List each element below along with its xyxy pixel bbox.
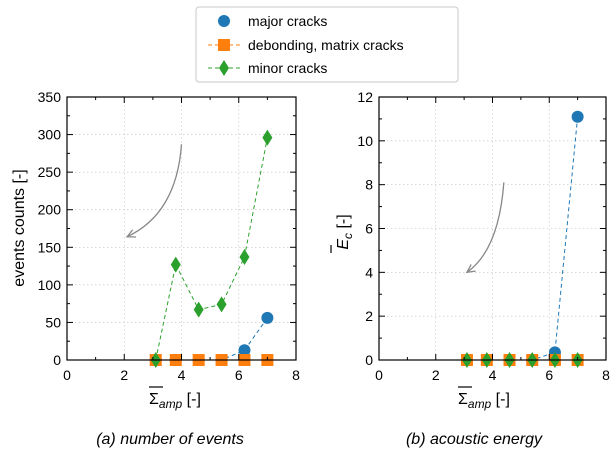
legend-entry-debonding: debonding, matrix cracks xyxy=(208,37,404,53)
legend-marker-debonding xyxy=(218,39,230,51)
y-axis-label-symbol: E xyxy=(335,239,352,250)
series-line-minor-cracks xyxy=(155,137,268,361)
trend-arrow-curve xyxy=(127,144,183,236)
legend-marker-minor-cracks xyxy=(219,60,229,76)
x-tick-label: 8 xyxy=(602,367,610,383)
legend-entry-major-cracks: major cracks xyxy=(218,13,327,29)
plot-frame xyxy=(66,96,297,361)
x-tick-label: 2 xyxy=(432,367,440,383)
x-axis-label: Σamp [-] xyxy=(458,386,510,411)
data-point-major-cracks xyxy=(238,344,251,357)
x-tick-label: 8 xyxy=(292,367,300,383)
series-line-major-cracks xyxy=(155,317,268,361)
legend-box xyxy=(195,6,459,83)
legend: major cracks debonding, matrix cracks mi… xyxy=(195,6,459,83)
y-axis-label: Ec [-] xyxy=(330,214,355,253)
caption: (b) acoustic energy xyxy=(406,431,543,448)
y-tick-label: 6 xyxy=(365,221,373,237)
data-point-minor-cracks xyxy=(262,129,273,146)
x-tick-label: 0 xyxy=(375,367,383,383)
y-tick-label: 50 xyxy=(45,314,61,330)
x-tick-label: 4 xyxy=(489,367,497,383)
y-tick-label: 100 xyxy=(38,277,62,293)
y-tick-label: 300 xyxy=(38,127,62,143)
data-point-minor-cracks xyxy=(193,301,204,318)
x-tick-label: 4 xyxy=(178,367,186,383)
x-axis-label-subscript: amp xyxy=(159,397,183,411)
y-tick-label: 10 xyxy=(357,133,373,149)
svg-text:Ec [-]: Ec [-] xyxy=(335,214,355,249)
y-axis-label-unit: [-] xyxy=(335,214,352,233)
ticks-layer: 0 2 4 6 8 0 50 100 150 200 250 300 350 xyxy=(38,89,300,383)
grid-lines xyxy=(379,97,606,360)
x-tick-label: 6 xyxy=(235,367,243,383)
series-line-major-cracks xyxy=(466,116,579,361)
legend-label-minor-cracks: minor cracks xyxy=(248,60,327,76)
panel-acoustic-energy: 0 2 4 6 8 0 2 4 6 8 10 12 Ec [-] Σamp [-] (b) acous… xyxy=(330,89,610,448)
x-axis-label-symbol: Σ xyxy=(458,391,468,408)
y-tick-label: 4 xyxy=(365,264,373,280)
x-axis-label-unit: [-] xyxy=(491,391,510,408)
svg-text:Σamp [-]: Σamp [-] xyxy=(458,391,510,411)
data-point-minor-cracks xyxy=(216,296,227,313)
trend-arrow xyxy=(127,144,183,236)
y-tick-label: 2 xyxy=(365,308,373,324)
series-layer xyxy=(149,129,274,368)
y-tick-label: 150 xyxy=(38,239,62,255)
y-tick-label: 0 xyxy=(53,352,61,368)
y-tick-label: 200 xyxy=(38,202,62,218)
svg-text:Σamp [-]: Σamp [-] xyxy=(149,391,201,411)
y-axis-label: events counts [-] xyxy=(11,169,28,286)
series-layer xyxy=(460,110,584,368)
trend-arrow-curve xyxy=(467,182,505,272)
x-axis-label: Σamp [-] xyxy=(149,386,201,411)
y-tick-label: 250 xyxy=(38,164,62,180)
x-tick-label: 2 xyxy=(120,367,128,383)
y-tick-label: 350 xyxy=(38,89,62,105)
y-tick-label: 0 xyxy=(365,352,373,368)
x-axis-label-unit: [-] xyxy=(182,391,201,408)
data-point-minor-cracks xyxy=(239,249,250,266)
legend-label-major-cracks: major cracks xyxy=(248,13,327,29)
x-tick-label: 0 xyxy=(63,367,71,383)
panel-number-of-events: 0 2 4 6 8 0 50 100 150 200 250 300 350 events counts… xyxy=(11,89,300,448)
y-axis-label-subscript: c xyxy=(341,233,355,239)
y-tick-label: 12 xyxy=(357,89,373,105)
ticks-layer: 0 2 4 6 8 0 2 4 6 8 10 12 xyxy=(357,89,610,383)
legend-marker-major-cracks xyxy=(218,15,230,27)
y-tick-label: 8 xyxy=(365,177,373,193)
legend-label-debonding: debonding, matrix cracks xyxy=(248,37,404,53)
data-point-major-cracks xyxy=(261,311,274,324)
caption: (a) number of events xyxy=(96,431,244,448)
x-axis-label-symbol: Σ xyxy=(149,391,159,408)
data-point-minor-cracks xyxy=(170,256,181,273)
x-tick-label: 6 xyxy=(545,367,553,383)
x-axis-label-subscript: amp xyxy=(468,397,492,411)
data-point-major-cracks xyxy=(571,110,584,123)
legend-entry-minor-cracks: minor cracks xyxy=(208,60,327,76)
grid-lines xyxy=(67,97,296,360)
trend-arrow xyxy=(467,182,505,272)
